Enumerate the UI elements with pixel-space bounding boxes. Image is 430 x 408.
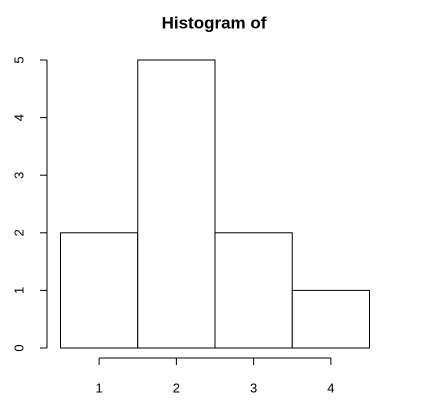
- y-tick-label: 4: [11, 114, 26, 121]
- y-tick-label: 1: [11, 287, 26, 294]
- y-tick-label: 2: [11, 229, 26, 236]
- y-tick-label: 5: [11, 56, 26, 63]
- x-tick-label: 1: [96, 380, 103, 395]
- bar: [137, 59, 216, 349]
- y-tick-label: 0: [11, 344, 26, 351]
- x-tick-label: 4: [327, 380, 334, 395]
- x-tick-label: 2: [173, 380, 180, 395]
- chart-title: Histogram of: [162, 13, 267, 32]
- bar: [60, 232, 139, 349]
- bar: [214, 232, 293, 349]
- bar: [291, 289, 370, 349]
- x-tick-label: 3: [250, 380, 257, 395]
- y-tick-label: 3: [11, 172, 26, 179]
